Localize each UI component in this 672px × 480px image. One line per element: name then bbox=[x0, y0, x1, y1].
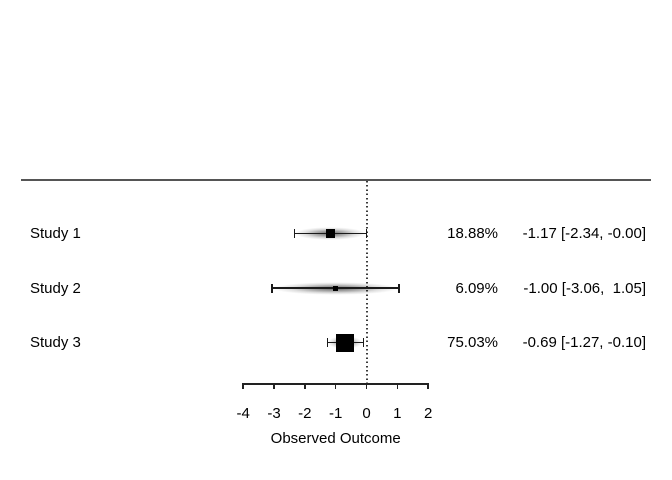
study-label: Study 1 bbox=[30, 225, 81, 242]
ci-end-cap bbox=[271, 283, 273, 293]
x-axis-title: Observed Outcome bbox=[270, 430, 401, 447]
x-axis-tick bbox=[334, 383, 337, 389]
point-estimate-square bbox=[325, 229, 335, 238]
ci-end-cap bbox=[362, 338, 365, 347]
study-label: Study 3 bbox=[30, 334, 81, 351]
x-axis-tick-label: 0 bbox=[362, 405, 371, 422]
x-axis-tick bbox=[396, 383, 399, 389]
x-axis-tick bbox=[304, 383, 306, 389]
x-axis-tick-label: -2 bbox=[298, 405, 312, 422]
ci-end-cap bbox=[398, 283, 400, 293]
x-axis-tick-label: 2 bbox=[423, 405, 433, 422]
study-estimate-ci: -0.69 [-1.27, -0.10] bbox=[522, 334, 646, 351]
ci-end-cap bbox=[326, 338, 329, 347]
top-rule-line bbox=[21, 179, 651, 181]
x-axis-tick bbox=[242, 383, 244, 389]
point-estimate-square bbox=[333, 285, 339, 291]
study-estimate-ci: -1.17 [-2.34, -0.00] bbox=[522, 225, 646, 242]
x-axis-tick-label: -4 bbox=[236, 405, 250, 422]
study-weight: 18.88% bbox=[447, 225, 498, 242]
x-axis-tick bbox=[365, 383, 368, 389]
ci-end-cap bbox=[293, 229, 296, 238]
study-weight: 6.09% bbox=[455, 279, 498, 297]
study-estimate-ci: -1.00 [-3.06, 1.05] bbox=[523, 279, 646, 297]
x-axis-tick-label: -3 bbox=[267, 405, 281, 422]
x-axis-tick bbox=[427, 383, 429, 389]
x-axis-tick bbox=[273, 383, 275, 389]
study-label: Study 2 bbox=[30, 279, 81, 297]
ci-end-cap bbox=[365, 229, 368, 238]
study-weight: 75.03% bbox=[447, 334, 498, 351]
x-axis-tick-label: -1 bbox=[328, 405, 343, 422]
point-estimate-square bbox=[336, 333, 355, 352]
x-axis-tick-label: 1 bbox=[393, 405, 402, 422]
